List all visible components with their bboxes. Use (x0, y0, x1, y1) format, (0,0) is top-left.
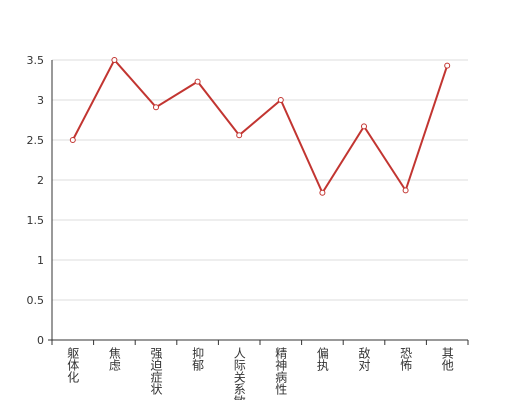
point (69, 137, 76, 143)
x-tick-label: 精神病性 (274, 347, 288, 396)
y-tick-label: 3 (37, 94, 44, 107)
x-tick-label: 抑郁 (191, 346, 205, 372)
point (194, 78, 201, 85)
x-tick-label: 其他 (440, 347, 454, 371)
point (444, 62, 451, 69)
x-tick-label: 敌对 (357, 346, 371, 371)
y-tick-label: 2.5 (27, 134, 45, 147)
y-tick-label: 1.5 (27, 214, 45, 227)
x-tick-label: 偏执 (315, 346, 329, 372)
point (236, 132, 243, 139)
y-tick-label: 2 (37, 174, 44, 187)
y-tick-label: 3.5 (27, 54, 45, 67)
point (361, 123, 367, 130)
x-tick-label: 人际关系敏感 (232, 347, 246, 400)
x-tick-label: 焦虑 (107, 347, 121, 371)
point (153, 104, 159, 111)
x-tick-label: 强迫症状 (149, 347, 163, 395)
y-tick-label: 0.5 (27, 294, 45, 307)
y-tick-label: 1 (37, 254, 44, 267)
y-tick-label: 0 (37, 334, 44, 347)
x-tick-label: 恐怖 (399, 347, 413, 371)
point (402, 187, 409, 194)
point (111, 57, 118, 63)
x-tick-label: 躯体化 (66, 346, 80, 384)
point (319, 189, 326, 196)
line (71, 58, 449, 195)
point (277, 97, 284, 103)
